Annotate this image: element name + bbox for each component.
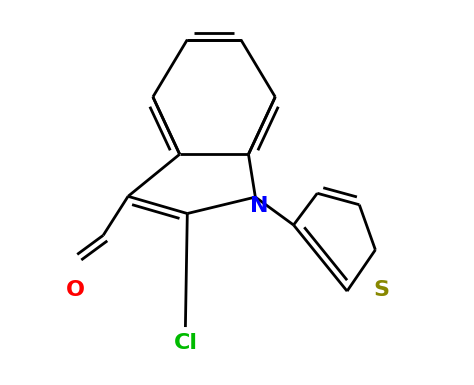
Text: N: N [250,196,268,216]
Text: O: O [66,280,85,300]
Text: Cl: Cl [173,333,197,353]
Text: S: S [374,280,390,300]
